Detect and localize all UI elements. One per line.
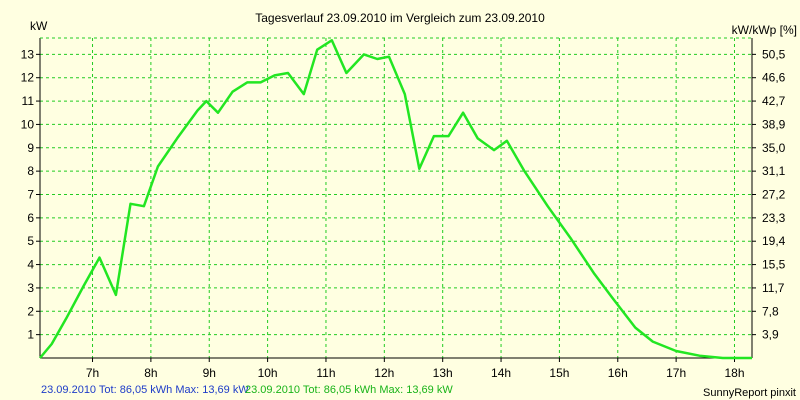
plot-frame [39,37,753,359]
y-tick-label-left: 10 [21,117,35,131]
y-tick-label-left: 9 [27,141,34,155]
y-tick-label-right: 3,9 [762,328,779,342]
x-tick-label: 7h [86,366,99,380]
x-tick-label: 17h [666,366,686,380]
x-tick-label: 15h [549,366,569,380]
y-tick-label-left: 8 [27,164,34,178]
y-tick-label-left: 13 [21,47,35,61]
x-tick-label: 18h [724,366,744,380]
x-tick-label: 16h [608,366,628,380]
y-axis-ticks-right: 3,9 7,8 11,7 15,5 19,4 23,3 27,2 31,1 35,0 38,9 42… [752,47,786,342]
x-axis-ticks: 7h 8h 9h 10h 11h 12h 13h 14h 15h 16h 17h 18h [86,358,745,380]
grid-lines [40,38,752,358]
y-tick-label-left: 5 [27,234,34,248]
series-line [39,39,752,360]
y-tick-label-right: 23,3 [762,211,786,225]
y-tick-label-right: 38,9 [762,117,786,131]
y-tick-label-left: 1 [27,328,34,342]
y-tick-label-left: 3 [27,281,34,295]
footer-brand: SunnyReport pinxit [703,387,796,399]
y-tick-label-right: 11,7 [762,281,785,295]
x-tick-label: 10h [258,366,278,380]
x-tick-label: 14h [491,366,511,380]
y-tick-label-right: 46,6 [762,71,786,85]
y-axis-label-right: kW/kWp [%] [732,23,797,37]
y-tick-label-right: 42,7 [762,94,786,108]
y-tick-label-right: 27,2 [762,187,786,201]
x-tick-label: 9h [203,366,216,380]
footer-left-stats: 23.09.2010 Tot: 86,05 kWh Max: 13,69 kW [41,384,249,396]
y-tick-label-right: 50,5 [762,47,786,61]
footer-right-stats: 23.09.2010 Tot: 86,05 kWh Max: 13,69 kW [245,384,453,396]
y-tick-label-right: 31,1 [762,164,786,178]
y-tick-label-left: 2 [27,304,34,318]
y-tick-label-right: 19,4 [762,234,786,248]
series-group [39,39,752,360]
y-tick-label-right: 35,0 [762,141,786,155]
x-tick-label: 11h [316,366,335,380]
x-tick-label: 12h [374,366,394,380]
y-tick-label-right: 15,5 [762,258,786,272]
y-tick-label-left: 11 [22,94,35,108]
y-axis-label-left: kW [30,19,48,33]
y-tick-label-left: 6 [27,211,34,225]
y-tick-label-left: 12 [21,71,35,85]
y-tick-label-left: 7 [27,187,34,201]
x-tick-label: 13h [433,366,453,380]
y-tick-label-right: 7,8 [762,304,779,318]
y-tick-label-left: 4 [27,258,34,272]
chart-title: Tagesverlauf 23.09.2010 im Vergleich zum… [255,11,545,25]
x-tick-label: 8h [144,366,157,380]
